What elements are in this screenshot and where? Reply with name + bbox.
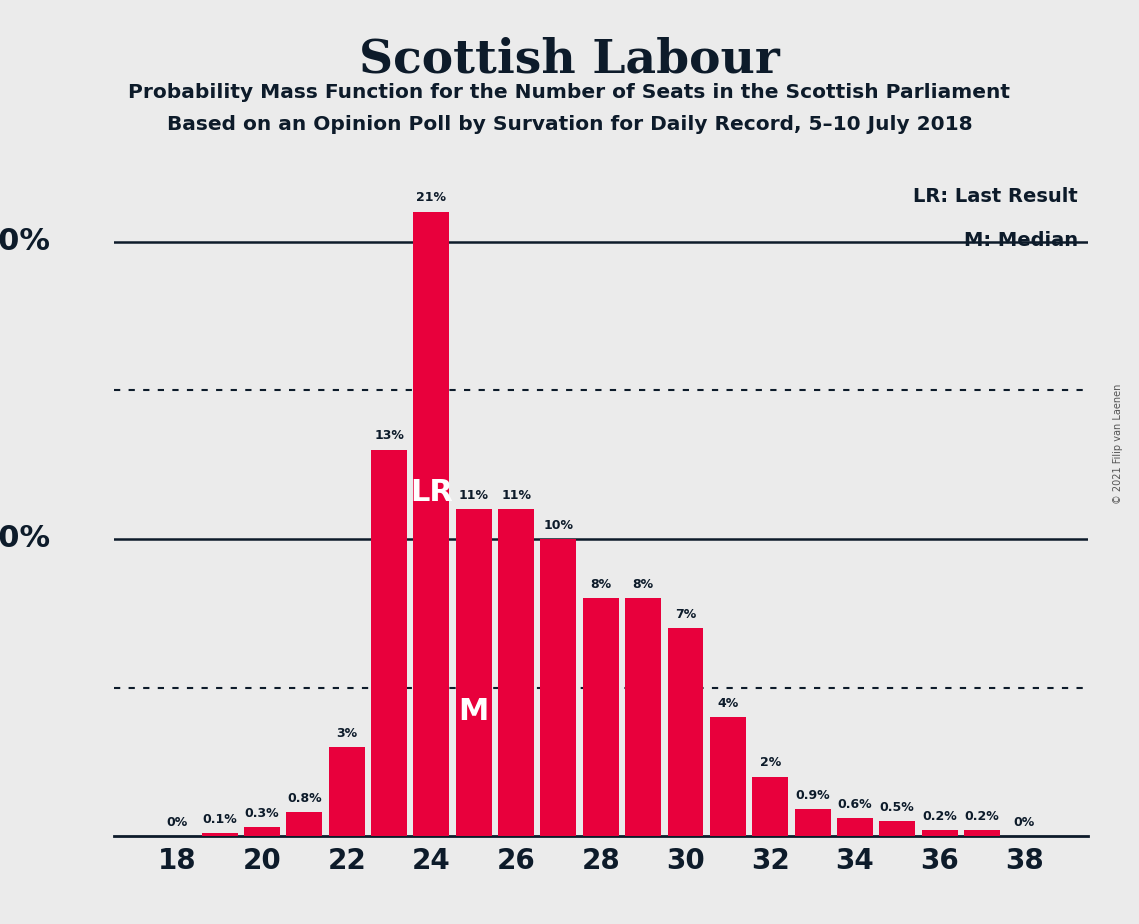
Text: 0.3%: 0.3% — [245, 807, 279, 820]
Text: 21%: 21% — [417, 191, 446, 204]
Bar — [837, 819, 872, 836]
Bar — [244, 827, 280, 836]
Bar — [964, 831, 1000, 836]
Text: M: Median: M: Median — [964, 231, 1077, 250]
Bar — [583, 599, 618, 836]
Text: 8%: 8% — [632, 578, 654, 591]
Bar — [286, 812, 322, 836]
Text: 2%: 2% — [760, 757, 781, 770]
Bar — [710, 717, 746, 836]
Bar — [456, 509, 492, 836]
Text: LR: Last Result: LR: Last Result — [913, 187, 1077, 206]
Text: Scottish Labour: Scottish Labour — [359, 37, 780, 83]
Text: 0.1%: 0.1% — [203, 813, 237, 826]
Text: 3%: 3% — [336, 726, 358, 739]
Text: 0%: 0% — [1014, 816, 1035, 829]
Text: 0.9%: 0.9% — [795, 789, 830, 802]
Text: M: M — [459, 698, 489, 726]
Text: 11%: 11% — [501, 489, 531, 502]
Bar — [202, 833, 238, 836]
Text: 8%: 8% — [590, 578, 612, 591]
Bar — [667, 628, 704, 836]
Bar — [625, 599, 661, 836]
Text: 4%: 4% — [718, 697, 738, 710]
Text: 7%: 7% — [675, 608, 696, 621]
Text: 10%: 10% — [543, 518, 573, 531]
Bar — [371, 450, 407, 836]
Text: 0.6%: 0.6% — [837, 798, 872, 811]
Text: © 2021 Filip van Laenen: © 2021 Filip van Laenen — [1114, 383, 1123, 504]
Bar — [413, 212, 450, 836]
Text: LR: LR — [410, 479, 453, 507]
Text: 13%: 13% — [375, 430, 404, 443]
Text: 0.2%: 0.2% — [965, 809, 999, 823]
Bar — [879, 821, 916, 836]
Text: Based on an Opinion Poll by Survation for Daily Record, 5–10 July 2018: Based on an Opinion Poll by Survation fo… — [166, 115, 973, 134]
Bar — [752, 777, 788, 836]
Bar — [498, 509, 534, 836]
Text: 20%: 20% — [0, 227, 50, 256]
Text: 10%: 10% — [0, 525, 50, 553]
Text: 0.5%: 0.5% — [879, 801, 915, 814]
Bar — [795, 809, 830, 836]
Bar — [329, 747, 364, 836]
Bar — [541, 539, 576, 836]
Bar — [921, 831, 958, 836]
Text: 0%: 0% — [166, 816, 188, 829]
Text: 11%: 11% — [459, 489, 489, 502]
Text: 0.2%: 0.2% — [923, 809, 957, 823]
Text: 0.8%: 0.8% — [287, 792, 321, 805]
Text: Probability Mass Function for the Number of Seats in the Scottish Parliament: Probability Mass Function for the Number… — [129, 83, 1010, 103]
